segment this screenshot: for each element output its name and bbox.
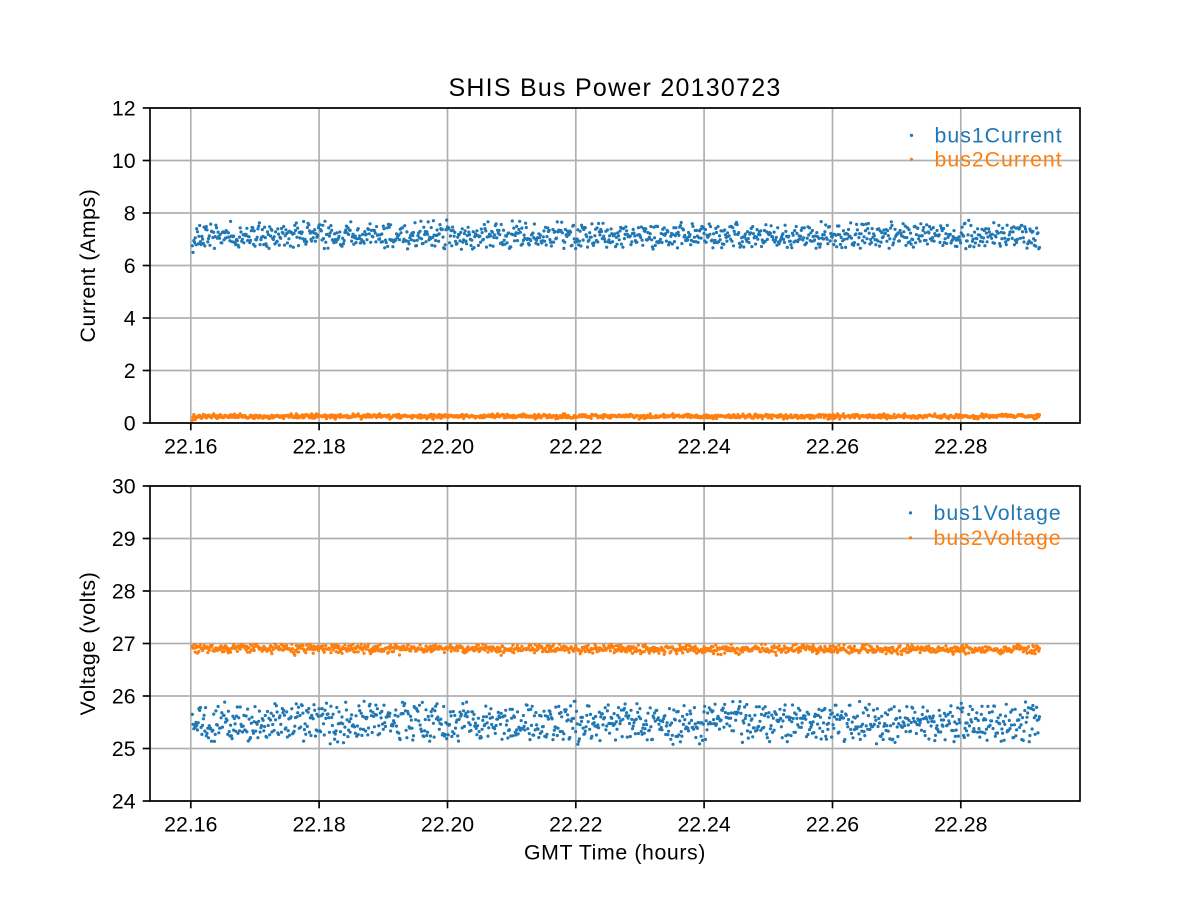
svg-text:8: 8 <box>124 201 136 225</box>
svg-text:24: 24 <box>112 789 136 813</box>
svg-text:SHIS Bus Power 20130723: SHIS Bus Power 20130723 <box>448 74 781 102</box>
svg-text:28: 28 <box>112 579 136 603</box>
svg-text:bus1Voltage: bus1Voltage <box>934 501 1062 525</box>
svg-text:10: 10 <box>112 149 136 173</box>
svg-text:29: 29 <box>112 527 136 551</box>
svg-text:22.16: 22.16 <box>164 435 217 459</box>
svg-text:Voltage (volts): Voltage (volts) <box>76 572 100 716</box>
svg-text:0: 0 <box>124 411 136 435</box>
svg-text:bus2Voltage: bus2Voltage <box>934 526 1062 550</box>
svg-text:Current (Amps): Current (Amps) <box>76 189 100 343</box>
svg-text:22.22: 22.22 <box>549 435 602 459</box>
svg-text:22.18: 22.18 <box>292 435 345 459</box>
svg-text:22.26: 22.26 <box>806 435 859 459</box>
svg-text:bus1Current: bus1Current <box>935 124 1063 148</box>
svg-text:6: 6 <box>124 254 136 278</box>
svg-text:22.22: 22.22 <box>549 813 602 837</box>
svg-text:bus2Current: bus2Current <box>935 148 1063 172</box>
svg-text:22.20: 22.20 <box>421 813 474 837</box>
svg-text:12: 12 <box>112 96 136 120</box>
svg-text:22.24: 22.24 <box>677 813 730 837</box>
svg-text:22.28: 22.28 <box>934 813 987 837</box>
svg-text:27: 27 <box>112 632 136 656</box>
svg-text:4: 4 <box>124 306 136 330</box>
svg-text:22.28: 22.28 <box>934 435 987 459</box>
svg-text:30: 30 <box>112 474 136 498</box>
svg-text:GMT Time (hours): GMT Time (hours) <box>524 840 706 864</box>
svg-text:22.20: 22.20 <box>421 435 474 459</box>
svg-text:22.18: 22.18 <box>292 813 345 837</box>
svg-text:25: 25 <box>112 737 136 761</box>
svg-text:22.24: 22.24 <box>677 435 730 459</box>
svg-text:22.26: 22.26 <box>806 813 859 837</box>
svg-text:22.16: 22.16 <box>164 813 217 837</box>
svg-text:2: 2 <box>124 359 136 383</box>
svg-text:26: 26 <box>112 684 136 708</box>
